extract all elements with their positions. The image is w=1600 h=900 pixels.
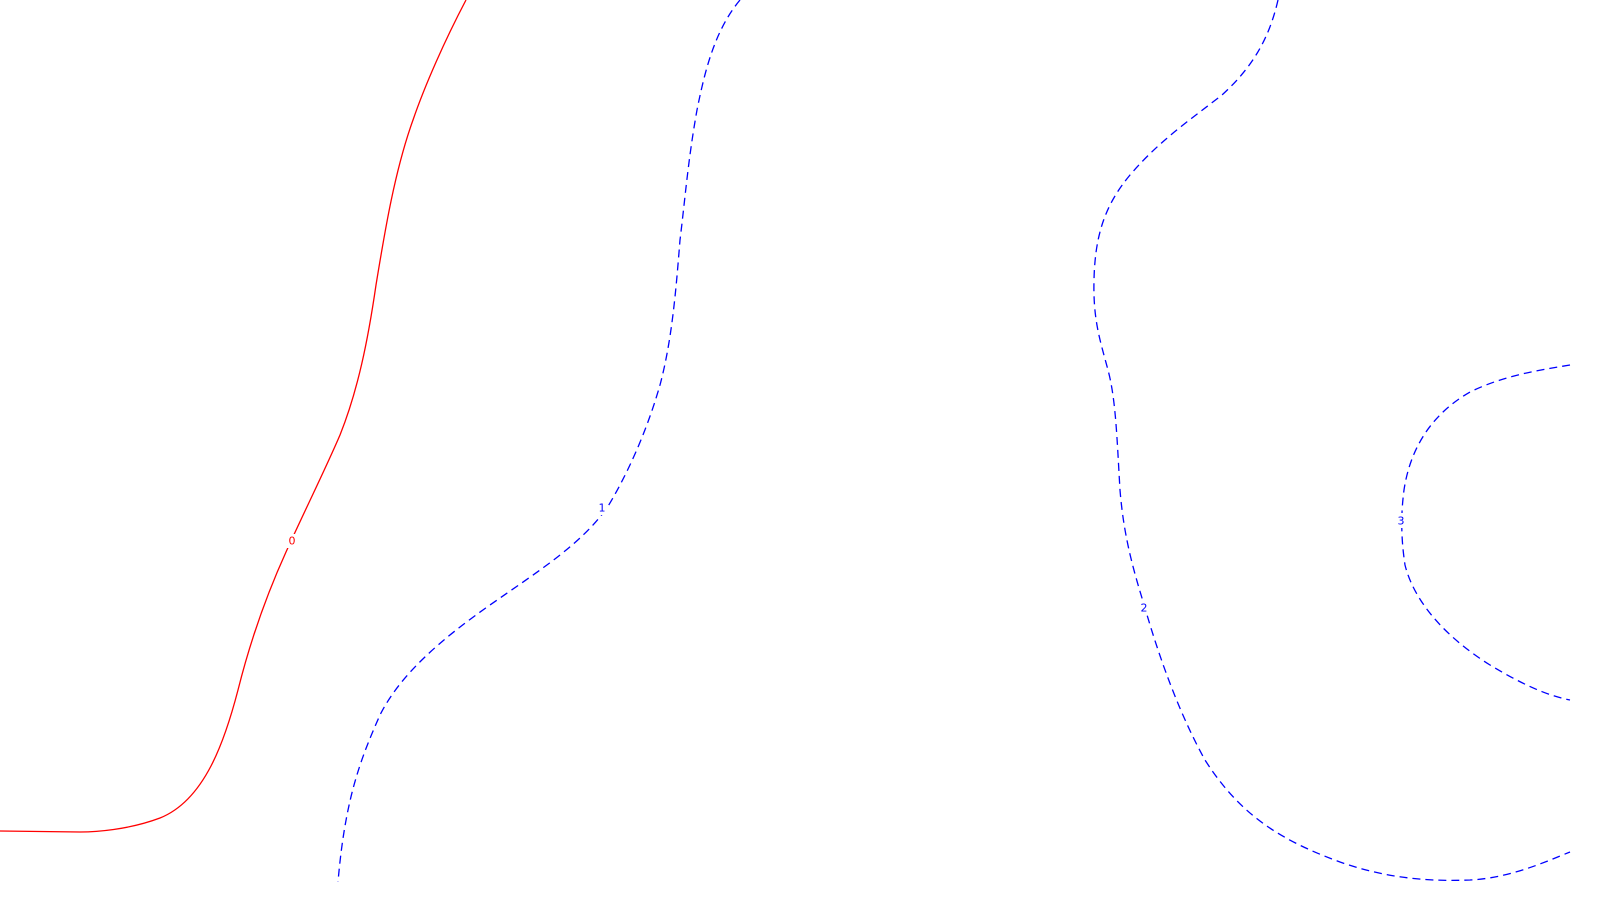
contour-label-2-text: 2 <box>1141 602 1148 615</box>
contour-label-2: 2 <box>1138 600 1150 615</box>
contour-label-1-text: 1 <box>599 502 606 515</box>
contour-label-0-text: 0 <box>289 535 296 548</box>
contour-line-2 <box>1093 0 1571 881</box>
contour-label-0: 0 <box>286 534 298 548</box>
contour-label-3: 3 <box>1395 513 1407 528</box>
contour-label-3-text: 3 <box>1398 515 1405 528</box>
contour-label-1: 1 <box>596 500 608 515</box>
contour-line-1 <box>337 0 741 883</box>
contour-line-0 <box>0 0 467 833</box>
